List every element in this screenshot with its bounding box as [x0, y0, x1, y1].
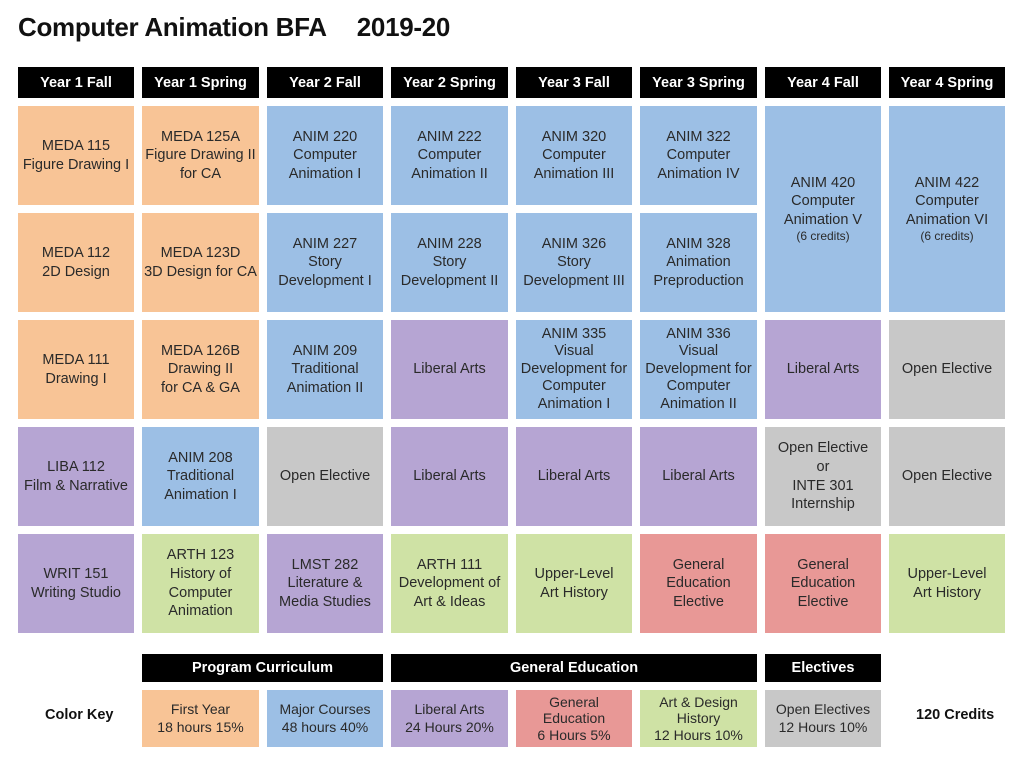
course-cell: ANIM 335 Visual Development for Computer… [516, 320, 632, 419]
column-header-year1-fall: Year 1 Fall [18, 67, 134, 98]
course-cell: ANIM 420 Computer Animation V (6 credits… [765, 106, 881, 312]
course-cell-name: ANIM 422 Computer Animation VI [905, 174, 989, 228]
course-cell: Liberal Arts [391, 427, 508, 526]
course-cell: MEDA 126B Drawing II for CA & GA [142, 320, 259, 419]
column-header-year1-spring: Year 1 Spring [142, 67, 259, 98]
key-group-general-education: General Education [391, 654, 757, 682]
course-cell: LMST 282 Literature & Media Studies [267, 534, 383, 633]
course-cell: ANIM 227 Story Development I [267, 213, 383, 312]
course-cell: General Education Elective [640, 534, 757, 633]
course-cell: Liberal Arts [516, 427, 632, 526]
course-cell: Upper-Level Art History [889, 534, 1005, 633]
key-liberal-arts: Liberal Arts 24 Hours 20% [391, 690, 508, 747]
key-general-education: General Education 6 Hours 5% [516, 690, 632, 747]
total-credits: 120 Credits [916, 707, 995, 723]
course-cell: Open Elective or INTE 301 Internship [765, 427, 881, 526]
course-cell: MEDA 123D 3D Design for CA [142, 213, 259, 312]
course-cell: ANIM 336 Visual Development for Computer… [640, 320, 757, 419]
key-open-electives: Open Electives 12 Hours 10% [765, 690, 881, 747]
column-header-year4-spring: Year 4 Spring [889, 67, 1005, 98]
column-header-year2-fall: Year 2 Fall [267, 67, 383, 98]
course-cell: ANIM 208 Traditional Animation I [142, 427, 259, 526]
course-cell: Upper-Level Art History [516, 534, 632, 633]
course-cell: ANIM 220 Computer Animation I [267, 106, 383, 205]
course-cell: ANIM 320 Computer Animation III [516, 106, 632, 205]
column-header-year3-fall: Year 3 Fall [516, 67, 632, 98]
course-cell: ANIM 228 Story Development II [391, 213, 508, 312]
course-cell-name: ANIM 420 Computer Animation V [783, 174, 863, 228]
course-cell: ANIM 209 Traditional Animation II [267, 320, 383, 419]
column-header-year3-spring: Year 3 Spring [640, 67, 757, 98]
course-cell: ANIM 322 Computer Animation IV [640, 106, 757, 205]
course-cell: ANIM 326 Story Development III [516, 213, 632, 312]
academic-year: 2019-20 [356, 12, 451, 42]
column-header-year4-fall: Year 4 Fall [765, 67, 881, 98]
course-cell: ANIM 422 Computer Animation VI (6 credit… [889, 106, 1005, 312]
course-cell: Liberal Arts [765, 320, 881, 419]
key-major-courses: Major Courses 48 hours 40% [267, 690, 383, 747]
color-key-label: Color Key [45, 707, 114, 723]
course-cell: ANIM 328 Animation Preproduction [640, 213, 757, 312]
course-cell: Liberal Arts [391, 320, 508, 419]
column-header-year2-spring: Year 2 Spring [391, 67, 508, 98]
key-first-year: First Year 18 hours 15% [142, 690, 259, 747]
course-cell: LIBA 112 Film & Narrative [18, 427, 134, 526]
course-cell: MEDA 111 Drawing I [18, 320, 134, 419]
course-cell: ANIM 222 Computer Animation II [391, 106, 508, 205]
course-cell: ARTH 123 History of Computer Animation [142, 534, 259, 633]
course-cell: ARTH 111 Development of Art & Ideas [391, 534, 508, 633]
course-cell: MEDA 112 2D Design [18, 213, 134, 312]
key-group-program-curriculum: Program Curriculum [142, 654, 383, 682]
course-cell: General Education Elective [765, 534, 881, 633]
course-cell: Open Elective [889, 320, 1005, 419]
course-cell: MEDA 115 Figure Drawing I [18, 106, 134, 205]
program-title: Computer Animation BFA [18, 12, 327, 42]
page-title: Computer Animation BFA 2019-20 [18, 12, 450, 43]
course-cell: Liberal Arts [640, 427, 757, 526]
course-cell: Open Elective [267, 427, 383, 526]
course-cell: Open Elective [889, 427, 1005, 526]
course-cell: MEDA 125A Figure Drawing II for CA [142, 106, 259, 205]
key-art-design-history: Art & Design History 12 Hours 10% [640, 690, 757, 747]
course-cell: WRIT 151 Writing Studio [18, 534, 134, 633]
course-credits: (6 credits) [796, 229, 850, 244]
key-group-electives: Electives [765, 654, 881, 682]
course-credits: (6 credits) [920, 229, 974, 244]
